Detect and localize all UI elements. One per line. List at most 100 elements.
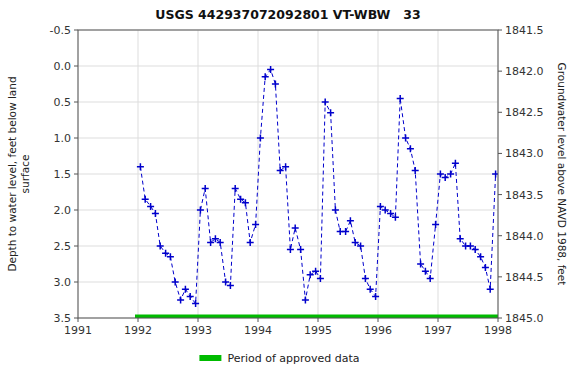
x-tick (438, 318, 439, 322)
point-marker (277, 167, 284, 174)
point-marker (227, 282, 234, 289)
y-tick-label: 3.5 (54, 312, 72, 325)
y2-tick-label: 1843.0 (505, 147, 544, 160)
y-grid-line (78, 66, 498, 67)
series (137, 66, 498, 307)
y2-tick-label: 1842.5 (505, 106, 544, 119)
y-tick (74, 282, 78, 283)
y2-tick (498, 235, 502, 236)
y-grid-line (78, 102, 498, 103)
y2-tick-label: 1845.0 (505, 312, 544, 325)
point-marker (367, 286, 374, 293)
y-axis: -0.50.00.51.01.52.02.53.03.5 (50, 24, 78, 325)
y-tick (74, 174, 78, 175)
point-marker (347, 217, 354, 224)
y-tick-label: 2.5 (54, 240, 72, 253)
point-marker (192, 300, 199, 307)
x-tick (318, 318, 319, 322)
point-marker (437, 171, 444, 178)
plot-data (135, 66, 498, 318)
point-marker (282, 163, 289, 170)
grid (78, 30, 498, 318)
point-marker (432, 221, 439, 228)
background (0, 0, 576, 384)
y-tick-label: 0.5 (54, 96, 72, 109)
point-marker (402, 135, 409, 142)
point-marker (362, 275, 369, 282)
x-tick-label: 1994 (244, 324, 272, 337)
point-marker (492, 171, 498, 178)
point-marker (252, 221, 259, 228)
y2-tick-label: 1843.5 (505, 189, 544, 202)
point-marker (442, 174, 449, 181)
point-marker (247, 239, 254, 246)
y2-tick-label: 1844.5 (505, 271, 544, 284)
point-marker (207, 239, 214, 246)
point-marker (237, 196, 244, 203)
approved-period-band (135, 315, 498, 319)
point-marker (372, 293, 379, 300)
x-tick-label: 1997 (424, 324, 452, 337)
x-tick (78, 318, 79, 322)
point-marker (487, 286, 494, 293)
point-marker (427, 275, 434, 282)
point-marker (407, 145, 414, 152)
point-marker (342, 228, 349, 235)
point-marker (142, 196, 149, 203)
x-tick-label: 1998 (484, 324, 512, 337)
point-marker (212, 235, 219, 242)
chart-title: USGS 442937072092801 VT-WBW 33 (155, 7, 420, 22)
point-marker (387, 210, 394, 217)
point-marker (257, 135, 264, 142)
x-tick (138, 318, 139, 322)
y-grid-line (78, 282, 498, 283)
y-tick-label: 0.0 (54, 60, 72, 73)
point-marker (287, 246, 294, 253)
y-tick-label: 1.0 (54, 132, 72, 145)
series-line (140, 70, 495, 304)
point-marker (307, 271, 314, 278)
point-marker (452, 160, 459, 167)
y2-tick (498, 153, 502, 154)
x-axis: 19911992199319941995199619971998 (64, 318, 512, 337)
y-axis-label-line: surface (19, 155, 31, 194)
point-marker (242, 199, 249, 206)
point-marker (152, 210, 159, 217)
point-marker (392, 214, 399, 221)
point-marker (317, 275, 324, 282)
point-marker (422, 268, 429, 275)
y-tick (74, 66, 78, 67)
point-marker (182, 286, 189, 293)
x-tick-label: 1995 (304, 324, 332, 337)
x-tick (378, 318, 379, 322)
y2-tick-label: 1841.5 (505, 24, 544, 37)
y-tick-label: -0.5 (50, 24, 71, 37)
point-marker (187, 293, 194, 300)
point-marker (357, 243, 364, 250)
point-marker (477, 253, 484, 260)
y2-tick (498, 318, 502, 319)
point-marker (157, 243, 164, 250)
chart: 19911992199319941995199619971998-0.50.00… (0, 0, 576, 384)
y-tick-label: 2.0 (54, 204, 72, 217)
y2-tick (498, 276, 502, 277)
point-marker (177, 297, 184, 304)
y2-axis: 1841.51842.01842.51843.01843.51844.01844… (498, 24, 544, 325)
point-marker (332, 207, 339, 214)
y2-axis-label: Groundwater level above NAVD 1988, feet (556, 63, 568, 286)
y-tick (74, 210, 78, 211)
y2-tick (498, 30, 502, 31)
point-marker (262, 73, 269, 80)
point-marker (202, 185, 209, 192)
point-marker (222, 279, 229, 286)
y2-tick (498, 194, 502, 195)
point-marker (327, 109, 334, 116)
y-tick (74, 102, 78, 103)
point-marker (412, 167, 419, 174)
point-marker (472, 246, 479, 253)
point-marker (272, 81, 279, 88)
point-marker (312, 268, 319, 275)
point-marker (167, 253, 174, 260)
point-marker (162, 250, 169, 257)
point-marker (232, 185, 239, 192)
